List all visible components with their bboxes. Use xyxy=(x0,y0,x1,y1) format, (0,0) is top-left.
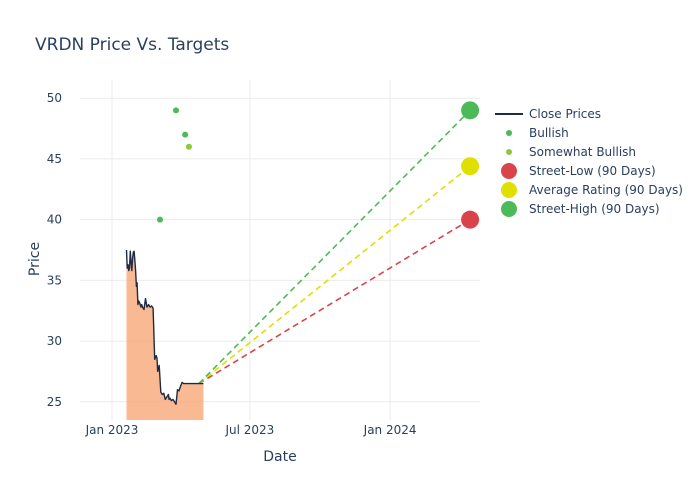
y-axis-ticks: 25 30 35 40 45 50 xyxy=(47,91,62,409)
y-tick-label: 50 xyxy=(47,91,62,105)
legend-swatch-bullish xyxy=(506,130,512,136)
legend: Close Prices Bullish Somewhat Bullish St… xyxy=(495,107,683,217)
target-points-layer xyxy=(157,101,480,229)
y-axis-title: Price xyxy=(27,242,43,276)
legend-label-average-rating: Average Rating (90 Days) xyxy=(529,183,683,197)
legend-label-close-prices: Close Prices xyxy=(529,107,601,121)
street-high-marker xyxy=(461,101,480,120)
close-price-area xyxy=(126,250,204,420)
x-axis-title: Date xyxy=(263,449,296,465)
y-tick-label: 30 xyxy=(47,334,62,348)
legend-item-street-low[interactable]: Street-Low (90 Days) xyxy=(501,163,656,179)
legend-swatch-street-high xyxy=(501,201,517,217)
y-tick-label: 40 xyxy=(47,213,62,227)
legend-label-somewhat-bullish: Somewhat Bullish xyxy=(529,145,636,159)
legend-item-average-rating[interactable]: Average Rating (90 Days) xyxy=(501,182,683,198)
projection-lines-layer xyxy=(198,109,471,385)
projection-line-street-high xyxy=(198,109,471,385)
bullish-point xyxy=(182,131,189,138)
y-tick-label: 45 xyxy=(47,152,62,166)
legend-label-street-low: Street-Low (90 Days) xyxy=(529,164,656,178)
legend-label-bullish: Bullish xyxy=(529,126,569,140)
bullish-point xyxy=(157,216,163,223)
legend-swatch-somewhat-bullish xyxy=(506,149,512,155)
projection-line-street-low xyxy=(198,218,471,385)
legend-item-somewhat-bullish[interactable]: Somewhat Bullish xyxy=(506,145,636,159)
x-tick-label: Jul 2023 xyxy=(224,423,274,437)
legend-label-street-high: Street-High (90 Days) xyxy=(529,202,660,216)
x-axis-ticks: Jan 2023 Jul 2023 Jan 2024 xyxy=(85,423,417,437)
legend-item-bullish[interactable]: Bullish xyxy=(506,126,569,140)
legend-item-street-high[interactable]: Street-High (90 Days) xyxy=(501,201,660,217)
y-tick-label: 35 xyxy=(47,273,62,287)
close-area-fill-layer xyxy=(126,250,204,420)
chart-title: VRDN Price Vs. Targets xyxy=(35,35,229,55)
close-line-layer xyxy=(125,249,204,405)
somewhat-bullish-point xyxy=(185,143,192,150)
close-price-line xyxy=(125,249,204,405)
street-low-marker xyxy=(461,210,480,229)
average-rating-marker xyxy=(461,157,480,176)
legend-item-close-prices[interactable]: Close Prices xyxy=(495,107,601,121)
y-tick-label: 25 xyxy=(47,395,62,409)
x-tick-label: Jan 2023 xyxy=(85,423,139,437)
x-tick-label: Jan 2024 xyxy=(363,423,417,437)
legend-swatch-average-rating xyxy=(501,182,517,198)
bullish-point xyxy=(173,107,179,114)
projection-line-average-rating xyxy=(198,165,471,385)
legend-swatch-street-low xyxy=(501,163,517,179)
